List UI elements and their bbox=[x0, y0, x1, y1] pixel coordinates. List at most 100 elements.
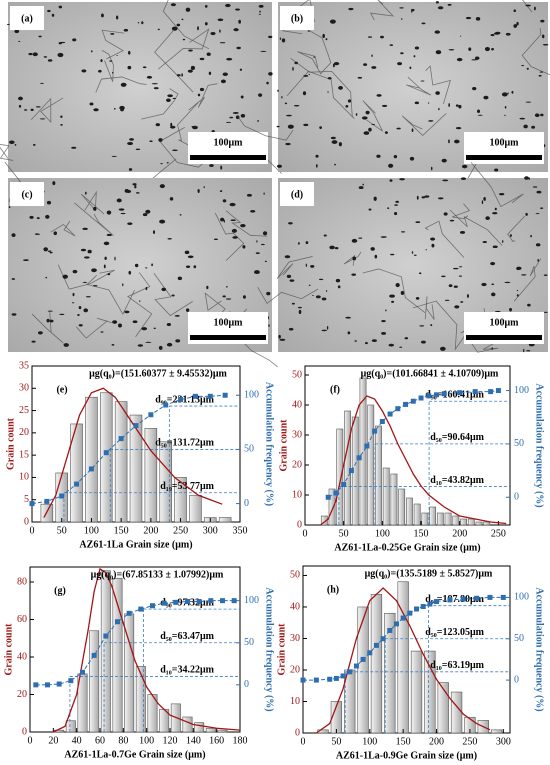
precipitate bbox=[504, 281, 511, 284]
precipitate bbox=[536, 190, 542, 194]
accumulation-point bbox=[341, 481, 347, 487]
precipitate bbox=[321, 329, 327, 332]
accumulation-point bbox=[372, 428, 378, 434]
precipitate bbox=[197, 26, 199, 31]
precipitate bbox=[351, 273, 356, 276]
precipitate bbox=[492, 245, 498, 249]
bar bbox=[320, 515, 328, 526]
bar bbox=[218, 517, 232, 523]
accumulation-line bbox=[31, 394, 226, 505]
precipitate bbox=[114, 256, 116, 261]
precipitate bbox=[530, 234, 532, 238]
precipitate bbox=[376, 154, 381, 158]
bar bbox=[410, 650, 423, 734]
precipitate bbox=[199, 87, 205, 92]
y-tick-label: 25 bbox=[19, 405, 29, 416]
precipitate bbox=[540, 19, 545, 23]
precipitate bbox=[447, 3, 452, 6]
precipitate bbox=[415, 297, 420, 300]
precipitate bbox=[175, 339, 181, 343]
precipitate bbox=[93, 206, 97, 211]
fit-curve bbox=[53, 567, 241, 733]
y-tick-label: 30 bbox=[290, 633, 300, 644]
precipitate bbox=[72, 38, 77, 42]
precipitate bbox=[318, 278, 324, 281]
precipitate bbox=[381, 320, 386, 323]
y-tick-label: 10 bbox=[292, 489, 302, 500]
accumulation-point bbox=[347, 669, 353, 675]
precipitate bbox=[206, 285, 209, 290]
precipitate bbox=[483, 197, 486, 201]
accumulation-point bbox=[325, 494, 331, 500]
precipitate bbox=[217, 18, 224, 22]
precipitate bbox=[263, 192, 265, 195]
precipitate bbox=[219, 29, 221, 33]
precipitate bbox=[11, 278, 16, 280]
precipitate bbox=[236, 46, 241, 50]
precipitate bbox=[104, 256, 107, 260]
precipitate bbox=[83, 308, 89, 313]
precipitate bbox=[333, 62, 340, 66]
precipitate bbox=[399, 346, 403, 348]
precipitate bbox=[132, 183, 137, 186]
precipitate bbox=[456, 57, 463, 62]
precipitate bbox=[120, 82, 127, 87]
precipitate bbox=[45, 276, 48, 279]
precipitate bbox=[188, 49, 193, 52]
plot-frame bbox=[29, 566, 241, 733]
grain-boundary bbox=[188, 83, 218, 111]
precipitate bbox=[286, 274, 292, 279]
precipitate bbox=[284, 102, 288, 105]
precipitate bbox=[101, 13, 104, 18]
accumulation-point bbox=[457, 390, 463, 396]
precipitate bbox=[116, 54, 118, 56]
precipitate bbox=[119, 105, 125, 110]
precipitate bbox=[474, 56, 480, 60]
precipitate bbox=[281, 95, 283, 99]
precipitate bbox=[323, 234, 327, 237]
precipitate bbox=[434, 30, 441, 34]
precipitate bbox=[72, 292, 75, 297]
precipitate bbox=[286, 114, 292, 117]
precipitate bbox=[315, 295, 321, 299]
precipitate bbox=[157, 28, 160, 31]
precipitate bbox=[400, 231, 406, 233]
precipitate bbox=[442, 179, 449, 182]
x-tick-label: 50 bbox=[339, 528, 349, 539]
precipitate bbox=[123, 28, 129, 32]
x-tick-label: 300 bbox=[203, 525, 218, 536]
accumulation-point bbox=[68, 678, 74, 684]
precipitate bbox=[185, 265, 191, 268]
precipitate bbox=[329, 19, 336, 24]
x-tick-label: 350 bbox=[233, 525, 248, 536]
precipitate bbox=[103, 241, 110, 246]
precipitate bbox=[98, 69, 102, 73]
precipitate bbox=[511, 90, 514, 94]
precipitate bbox=[53, 231, 57, 236]
y2-tick-label: 0 bbox=[244, 679, 249, 690]
precipitate bbox=[481, 200, 484, 205]
precipitate bbox=[240, 113, 246, 118]
precipitate bbox=[166, 322, 172, 327]
bar bbox=[85, 396, 98, 523]
precipitate bbox=[419, 325, 425, 327]
precipitate bbox=[454, 305, 460, 309]
grain-boundary bbox=[507, 215, 526, 242]
precipitate bbox=[448, 103, 450, 108]
precipitate bbox=[128, 168, 133, 171]
precipitate bbox=[91, 268, 97, 273]
bar bbox=[129, 414, 143, 523]
precipitate bbox=[106, 210, 112, 215]
bar bbox=[100, 392, 113, 523]
precipitate bbox=[449, 219, 455, 222]
precipitate bbox=[534, 113, 540, 118]
grain-boundary bbox=[297, 23, 332, 74]
bar bbox=[336, 428, 344, 526]
precipitate bbox=[424, 195, 430, 198]
precipitate bbox=[132, 320, 138, 324]
precipitate bbox=[136, 192, 140, 194]
accumulation-point bbox=[373, 642, 379, 648]
grain-boundary bbox=[286, 70, 355, 119]
accumulation-point bbox=[207, 393, 213, 399]
bar bbox=[475, 521, 483, 526]
